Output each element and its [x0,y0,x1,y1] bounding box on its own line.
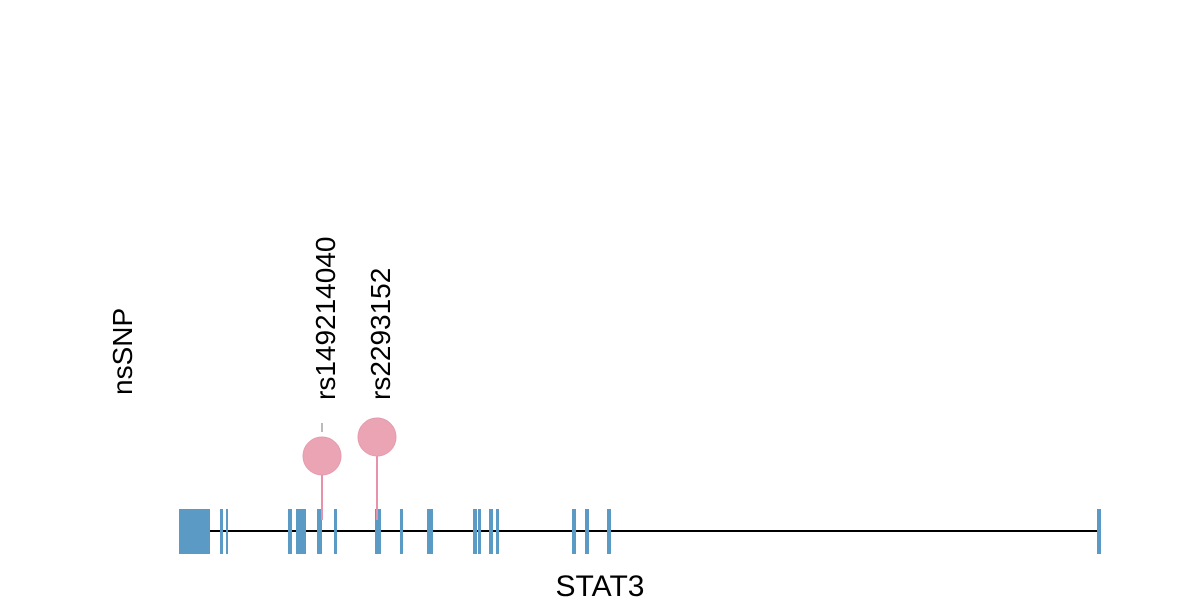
exon [489,509,493,554]
exon [375,509,381,554]
exon [1097,509,1101,554]
exon [317,509,322,554]
exon [427,509,433,554]
exon [226,509,228,554]
snp-label: rs2293152 [365,268,396,400]
exon [288,509,292,554]
track-label: nsSNP [107,308,138,395]
exon [334,509,337,554]
exon [607,509,611,554]
snp-marker [357,417,397,457]
exon [585,509,589,554]
snp-group: rs149214040 rs2293152 [302,237,397,520]
exon [400,509,403,554]
exon [473,509,477,554]
exon [296,509,306,554]
exon [496,509,499,554]
exon [179,509,210,554]
exon [478,509,481,554]
snp-rs149214040: rs149214040 [302,237,342,520]
snp-label: rs149214040 [310,237,341,400]
exon [220,509,223,554]
gene-model [179,509,1101,554]
snp-marker [302,436,342,476]
exon-group [179,509,1101,554]
gene-label: STAT3 [556,570,645,600]
snp-rs2293152: rs2293152 [357,268,397,520]
exon [572,509,576,554]
